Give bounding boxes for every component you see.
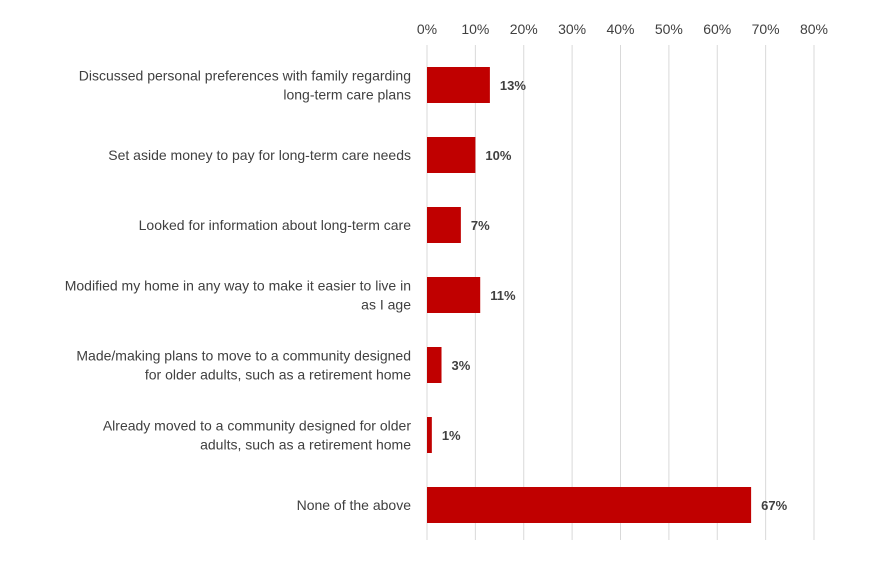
category-label-line: Looked for information about long-term c…: [139, 217, 412, 233]
x-tick-label: 30%: [558, 21, 586, 37]
category-label-line: Made/making plans to move to a community…: [76, 348, 411, 364]
category-label: Already moved to a community designed fo…: [103, 418, 411, 453]
category-label-line: Modified my home in any way to make it e…: [65, 278, 411, 294]
bar: [427, 347, 442, 383]
category-label: None of the above: [297, 497, 412, 513]
category-label-line: long-term care plans: [283, 87, 411, 103]
value-labels: 13% 10% 7% 11% 3% 1% 67%: [442, 78, 788, 513]
x-tick-label: 40%: [606, 21, 634, 37]
category-label: Discussed personal preferences with fami…: [79, 68, 411, 103]
bar: [427, 137, 476, 173]
category-label-line: Set aside money to pay for long-term car…: [108, 147, 411, 163]
bar: [427, 417, 432, 453]
value-label: 7%: [471, 218, 490, 233]
category-label-line: None of the above: [297, 497, 412, 513]
value-label: 67%: [761, 498, 787, 513]
value-label: 3%: [452, 358, 471, 373]
category-label: Modified my home in any way to make it e…: [65, 278, 411, 313]
x-tick-label: 20%: [510, 21, 538, 37]
bar: [427, 277, 481, 313]
grid-layer: [426, 45, 815, 540]
category-label-line: adults, such as a retirement home: [200, 437, 411, 453]
x-tick-label: 80%: [800, 21, 828, 37]
x-tick-label: 10%: [461, 21, 489, 37]
category-label: Looked for information about long-term c…: [139, 217, 412, 233]
x-axis-ticks: 0% 10% 20% 30% 40% 50% 60% 70% 80%: [417, 21, 828, 37]
category-label: Set aside money to pay for long-term car…: [108, 147, 411, 163]
x-tick-label: 0%: [417, 21, 437, 37]
value-label: 1%: [442, 428, 461, 443]
bar: [427, 207, 461, 243]
bars: [427, 67, 752, 523]
x-tick-label: 60%: [703, 21, 731, 37]
value-label: 10%: [485, 148, 511, 163]
bar: [427, 67, 490, 103]
value-label: 11%: [490, 288, 516, 303]
value-label: 13%: [500, 78, 526, 93]
category-labels: Discussed personal preferences with fami…: [65, 68, 412, 514]
category-label-line: for older adults, such as a retirement h…: [145, 367, 411, 383]
category-label-line: Already moved to a community designed fo…: [103, 418, 411, 434]
x-tick-label: 70%: [752, 21, 780, 37]
category-label-line: Discussed personal preferences with fami…: [79, 68, 411, 84]
x-tick-label: 50%: [655, 21, 683, 37]
category-label: Made/making plans to move to a community…: [76, 348, 411, 383]
bar: [427, 487, 752, 523]
category-label-line: as I age: [361, 297, 411, 313]
